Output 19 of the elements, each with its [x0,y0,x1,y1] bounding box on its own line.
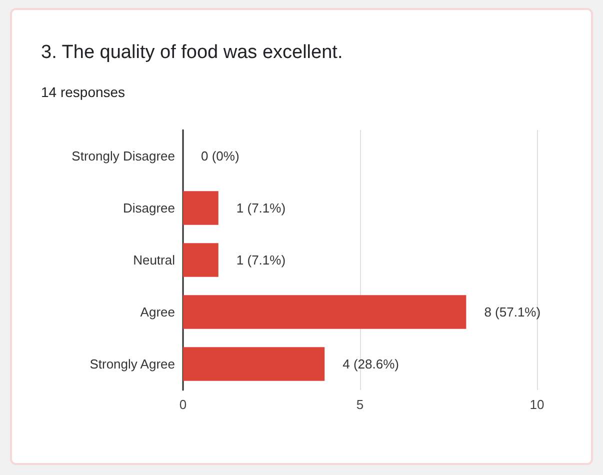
x-tick-label: 10 [530,397,544,412]
y-tick-label: Disagree [122,200,175,216]
chart-subtitle: 14 responses [41,84,126,100]
chart-title: 3. The quality of food was excellent. [41,42,343,63]
y-tick-label: Neutral [133,252,176,268]
data-label: 8 (57.1%) [484,304,541,320]
y-tick-label: Agree [140,304,175,320]
x-tick-label: 0 [179,397,187,412]
y-tick-label: Strongly Agree [90,356,175,372]
data-label: 4 (28.6%) [342,356,399,372]
y-tick-label: Strongly Disagree [72,148,175,164]
bar [183,295,466,329]
bar [183,243,218,277]
x-tick-label: 5 [356,397,364,412]
bar [183,191,218,225]
data-label: 0 (0%) [201,148,240,164]
data-label: 1 (7.1%) [236,200,286,216]
bar [183,347,325,381]
data-label: 1 (7.1%) [236,252,286,268]
